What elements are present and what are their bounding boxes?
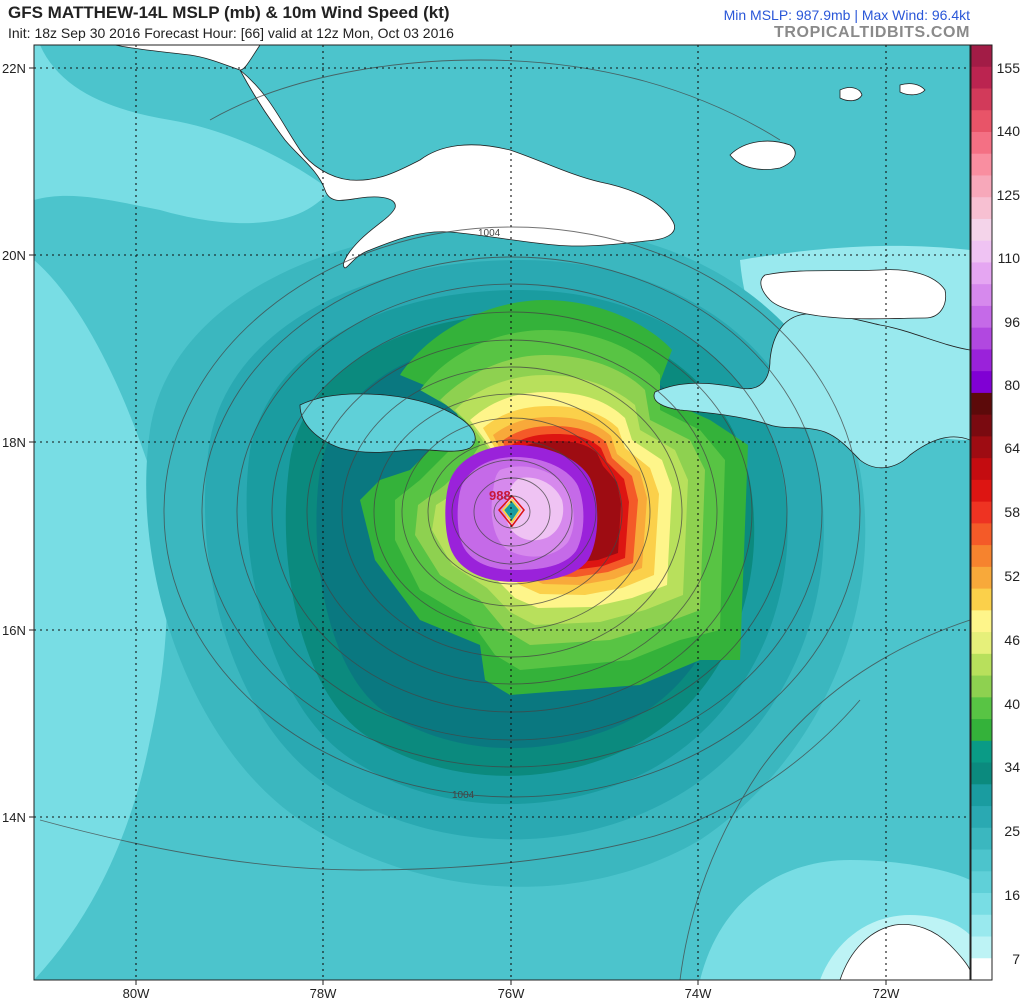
hurricane-core-eyewall bbox=[505, 477, 564, 541]
colorbar-swatch bbox=[971, 262, 992, 285]
hispaniola-landmass bbox=[653, 313, 970, 469]
colorbar-swatch bbox=[971, 436, 992, 459]
lon-label-78w: 78W bbox=[310, 986, 337, 1001]
colorbar-label-110: 110 bbox=[998, 250, 1021, 266]
colorbar-label-16: 16 bbox=[1004, 887, 1020, 903]
colorbar-swatch bbox=[971, 240, 992, 264]
colorbar-swatch bbox=[971, 653, 992, 677]
colorbar-label-96: 96 bbox=[1004, 314, 1020, 330]
jamaica-landmass bbox=[299, 393, 476, 453]
colorbar-swatch bbox=[971, 218, 992, 242]
hurricane-eye-marker bbox=[501, 498, 522, 524]
colorbar-swatch bbox=[971, 131, 992, 155]
colorbar-swatch bbox=[971, 762, 992, 785]
lon-label-74w: 74W bbox=[685, 986, 712, 1001]
colorbar-swatch bbox=[971, 719, 992, 742]
colorbar-labels: 155 140 125 110 96 80 64 58 52 46 40 34 … bbox=[997, 60, 1021, 967]
colorbar-label-140: 140 bbox=[997, 123, 1021, 139]
colorbar-swatch bbox=[971, 958, 992, 981]
colorbar-swatch bbox=[971, 414, 992, 437]
colorbar-swatch bbox=[971, 893, 992, 916]
wind-speed-colorbar bbox=[971, 45, 992, 981]
colorbar-swatch bbox=[971, 545, 992, 568]
colorbar-swatch bbox=[971, 284, 992, 307]
colorbar-swatch bbox=[971, 197, 992, 220]
lat-label-22n: 22N bbox=[2, 61, 26, 76]
cuba-landmass bbox=[239, 69, 675, 269]
colorbar-swatch bbox=[971, 392, 992, 416]
colorbar-swatch bbox=[971, 479, 992, 503]
colorbar-swatch bbox=[971, 827, 992, 851]
storm-center-pressure: 988 bbox=[489, 488, 511, 503]
colorbar-swatch bbox=[971, 849, 992, 872]
colorbar-swatch bbox=[971, 45, 992, 68]
bahamas-island-2 bbox=[839, 87, 863, 102]
lon-label-80w: 80W bbox=[123, 986, 150, 1001]
colorbar-swatch bbox=[971, 458, 992, 481]
colorbar-swatch bbox=[971, 523, 992, 546]
colorbar-swatch bbox=[971, 632, 992, 655]
colorbar-swatch bbox=[971, 110, 992, 133]
colorbar-swatch bbox=[971, 88, 992, 111]
hurricane-eye-ring bbox=[498, 494, 525, 528]
hispaniola-north-coast bbox=[760, 269, 947, 320]
cuba-west-tip bbox=[114, 45, 261, 71]
colorbar-swatch bbox=[971, 936, 992, 959]
low-wind-zone-north bbox=[34, 45, 330, 224]
colorbar-swatch bbox=[971, 610, 992, 633]
colorbar-swatch bbox=[971, 153, 992, 177]
min-mslp-max-wind: Min MSLP: 987.9mb | Max Wind: 96.4kt bbox=[723, 7, 970, 23]
colorbar-label-58: 58 bbox=[1004, 504, 1020, 520]
map-frame bbox=[33, 44, 971, 981]
bahamas-island-1 bbox=[729, 140, 796, 170]
colorbar-label-80: 80 bbox=[1004, 377, 1020, 393]
south-america-coast bbox=[839, 923, 970, 980]
init-forecast-line: Init: 18z Sep 30 2016 Forecast Hour: [66… bbox=[8, 25, 454, 41]
graticule bbox=[34, 45, 970, 980]
isobar-label-south: 1004 bbox=[452, 790, 475, 801]
colorbar-swatch bbox=[971, 371, 992, 394]
colorbar-swatch bbox=[971, 806, 992, 829]
map-field: 1004 1004 988 bbox=[34, 45, 970, 980]
bahamas-island-3 bbox=[899, 83, 926, 96]
lon-label-76w: 76W bbox=[498, 986, 525, 1001]
lat-label-16n: 16N bbox=[2, 623, 26, 638]
lon-label-72w: 72W bbox=[873, 986, 900, 1001]
lat-label-18n: 18N bbox=[2, 435, 26, 450]
colorbar-swatch bbox=[971, 349, 992, 372]
site-watermark: TROPICALTIDBITS.COM bbox=[774, 24, 970, 41]
colorbar-swatch bbox=[971, 66, 992, 90]
colorbar-label-155: 155 bbox=[997, 60, 1021, 76]
isobars bbox=[39, 59, 970, 980]
axis-ticks bbox=[29, 67, 887, 985]
colorbar-swatch bbox=[971, 566, 992, 590]
colorbar-swatch bbox=[971, 305, 992, 329]
low-wind-zone-west bbox=[34, 260, 167, 980]
colorbar-label-46: 46 bbox=[1004, 632, 1020, 648]
colorbar-label-34: 34 bbox=[1004, 759, 1020, 775]
colorbar-label-52: 52 bbox=[1004, 568, 1020, 584]
colorbar-swatch bbox=[971, 784, 992, 807]
isobar-label-north: 1004 bbox=[478, 228, 501, 239]
colorbar-swatch bbox=[971, 327, 992, 351]
colorbar-swatch bbox=[971, 871, 992, 894]
colorbar-swatch bbox=[971, 175, 992, 198]
colorbar-label-125: 125 bbox=[997, 187, 1021, 203]
lat-label-14n: 14N bbox=[2, 810, 26, 825]
colorbar-swatch bbox=[971, 740, 992, 764]
lat-label-20n: 20N bbox=[2, 248, 26, 263]
colorbar-frame bbox=[970, 44, 993, 981]
colorbar-label-7: 7 bbox=[1012, 951, 1020, 967]
colorbar-swatch bbox=[971, 588, 992, 611]
map-title: GFS MATTHEW-14L MSLP (mb) & 10m Wind Spe… bbox=[8, 3, 450, 22]
colorbar-swatch bbox=[971, 697, 992, 720]
colorbar-label-64: 64 bbox=[1004, 440, 1020, 456]
colorbar-swatch bbox=[971, 914, 992, 938]
colorbar-label-25: 25 bbox=[1004, 823, 1020, 839]
colorbar-swatch bbox=[971, 501, 992, 524]
colorbar-swatch bbox=[971, 675, 992, 698]
colorbar-label-40: 40 bbox=[1004, 696, 1020, 712]
